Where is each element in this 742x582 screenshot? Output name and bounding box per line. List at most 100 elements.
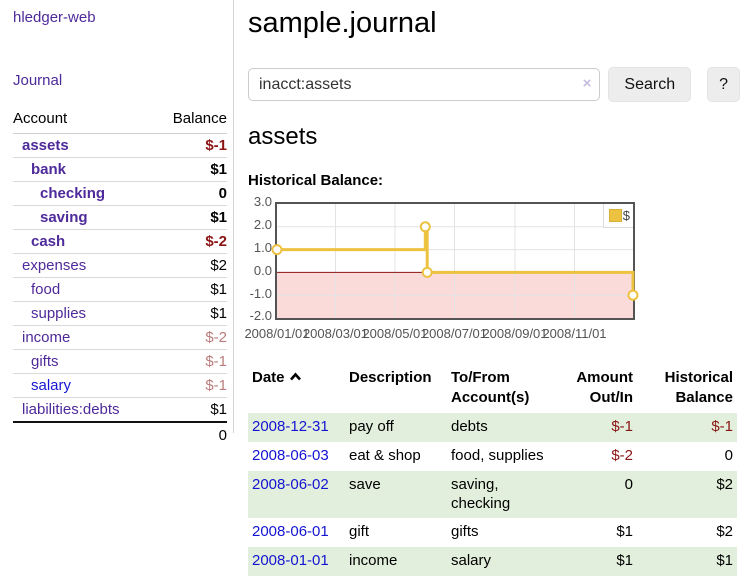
account-balance: $1 [210,161,227,178]
y-tick-label: 0.0 [253,262,272,278]
register-description-cell: income [349,552,398,570]
account-row: food $1 [13,278,227,302]
account-link-saving[interactable]: saving [40,209,88,226]
accounts-header-account: Account [13,110,68,127]
account-balance: $-1 [205,137,227,154]
data-point-marker [419,221,431,233]
account-balance: $-2 [205,329,227,346]
search-form: × Search ? [248,67,740,103]
account-name-cell: expenses [13,254,155,278]
register-accounts-cell: debts [451,418,488,436]
account-row: salary $-1 [13,374,227,398]
account-link-cash[interactable]: cash [31,233,66,250]
register-balance-cell: $2 [716,523,733,541]
account-name-cell: assets [13,134,155,158]
y-tick-label: -1.0 [249,285,272,301]
y-tick-label: -2.0 [249,308,272,324]
register-description-cell: eat & shop [349,447,421,465]
main-content: sample.journal × Search ? assets Histori… [244,0,740,576]
account-row: saving $1 [13,206,227,230]
account-row: expenses $2 [13,254,227,278]
accounts-total-value: 0 [218,427,227,444]
transaction-date-link[interactable]: 2008-01-01 [252,552,329,570]
account-balance: $-1 [205,377,227,394]
account-name-cell: income [13,326,155,350]
register-row: 2008-01-01 income salary $1 $1 [248,547,737,576]
register-header-amount: Amount Out/In [576,369,633,406]
accounts-total-spacer [13,422,155,448]
account-balance: 0 [218,185,227,202]
account-row: supplies $1 [13,302,227,326]
accounts-header-row: Account Balance [13,106,227,134]
x-tick-label: 2008/07/01 [421,326,488,342]
account-row: liabilities:debts $1 [13,398,227,423]
x-tick-label: 2008/11/01 [542,326,607,342]
account-link-assets[interactable]: assets [22,137,69,154]
account-name-cell: food [13,278,155,302]
account-link-expenses[interactable]: expenses [22,257,87,274]
account-balance: $1 [210,209,227,226]
account-balance: $1 [210,401,227,418]
register-date-cell: 2008-01-01 [248,547,345,576]
sidebar-nav: Journal [13,72,227,89]
y-tick-label: 1.0 [253,239,272,255]
accounts-total-row: 0 [13,422,227,448]
account-link-food[interactable]: food [31,281,61,298]
register-date-cell: 2008-12-31 [248,413,345,442]
transaction-date-link[interactable]: 2008-06-01 [252,523,329,541]
account-row: assets $-1 [13,134,227,158]
register-header-balance: Historical Balance [664,369,733,406]
search-input[interactable] [248,68,601,102]
register-description-cell: pay off [349,418,394,436]
account-name-cell: salary [13,374,155,398]
page-title: sample.journal [248,7,437,39]
account-name-cell: gifts [13,350,155,374]
transaction-date-link[interactable]: 2008-06-02 [252,475,329,493]
register-balance-cell: $-1 [711,418,733,436]
data-point-marker [271,244,283,256]
account-link-liabilities-debts[interactable]: liabilities:debts [22,401,120,418]
account-row: cash $-2 [13,230,227,254]
data-point-marker [627,290,639,302]
app-title-link[interactable]: hledger-web [13,9,96,26]
sidebar: hledger-web Journal Account Balance asse… [0,0,233,448]
account-link-gifts[interactable]: gifts [31,353,59,370]
chart-plot-area: $ [271,202,639,321]
register-row: 2008-06-01 gift gifts $1 $2 [248,518,737,547]
clear-search-icon[interactable]: × [582,75,592,93]
transaction-date-link[interactable]: 2008-06-03 [252,447,329,465]
account-link-bank[interactable]: bank [31,161,67,178]
register-balance-cell: $1 [716,552,733,570]
accounts-table: Account Balance assets $-1 bank $1 checking 0… [13,106,227,448]
register-row: 2008-12-31 pay off debts $-1 $-1 [248,413,737,443]
register-header-date[interactable]: Date [248,365,345,413]
register-row: 2008-06-03 eat & shop food, supplies $-2 0 [248,442,737,471]
register-accounts-cell: food, supplies [451,447,544,465]
register-amount-cell: $-1 [611,418,633,436]
register-header-description: Description [349,369,432,387]
sidebar-item-journal[interactable]: Journal [13,72,63,89]
account-name-cell: checking [13,182,155,206]
account-balance: $-2 [205,233,227,250]
register-balance-cell: 0 [724,447,733,465]
account-link-checking[interactable]: checking [40,185,106,202]
search-help-button[interactable]: ? [707,67,740,103]
search-button[interactable]: Search [608,67,692,103]
account-name-cell: cash [13,230,155,254]
register-balance-cell: $2 [716,475,733,493]
register-date-cell: 2008-06-03 [248,442,345,471]
transaction-date-link[interactable]: 2008-12-31 [252,418,329,436]
account-link-income[interactable]: income [22,329,71,346]
register-date-cell: 2008-06-02 [248,471,345,519]
register-amount-cell: $1 [616,523,633,541]
account-name-cell: supplies [13,302,155,326]
data-point-marker [421,267,433,279]
sort-ascending-icon [289,372,301,381]
x-tick-label: 2008/01/01 [244,326,310,342]
register-row: 2008-06-02 save saving, checking 0 $2 [248,470,737,519]
account-link-salary[interactable]: salary [31,377,72,394]
account-heading: assets [248,123,318,151]
account-link-supplies[interactable]: supplies [31,305,87,322]
account-name-cell: bank [13,158,155,182]
x-tick-label: 2008/05/01 [362,326,428,342]
